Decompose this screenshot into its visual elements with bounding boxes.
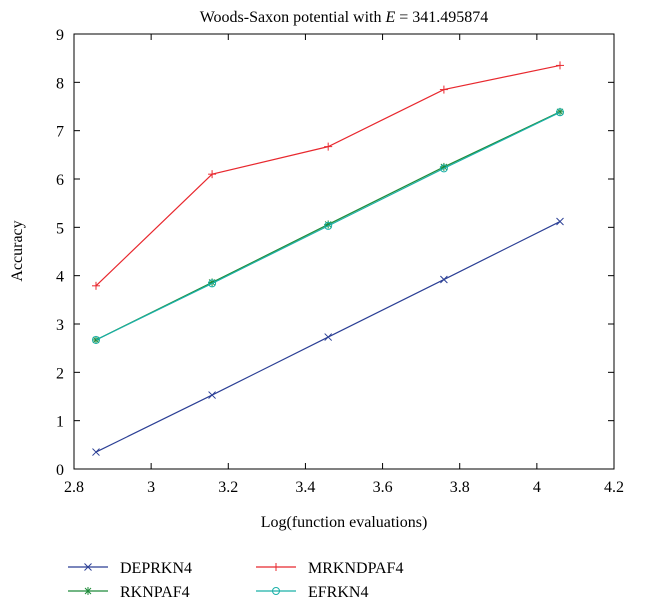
legend-marker <box>84 587 92 595</box>
series-efrkn4 <box>91 108 564 344</box>
legend-item-deprkn4: DEPRKN4 <box>68 560 192 577</box>
y-tick-label: 7 <box>56 124 64 141</box>
data-point <box>208 391 216 399</box>
x-tick-label: 4.2 <box>604 479 624 496</box>
x-tick-label: 3.6 <box>373 479 393 496</box>
legend: DEPRKN4 MRKNDPAF4 RKNPAF4 EFRKN4 <box>68 560 403 601</box>
data-point <box>91 335 100 344</box>
x-tick-label: 3.8 <box>450 479 470 496</box>
x-tick-label: 2.8 <box>64 479 84 496</box>
data-point <box>439 164 448 173</box>
data-point <box>440 275 448 284</box>
x-axis-label: Log(function evaluations) <box>261 514 428 531</box>
legend-marker <box>272 587 280 595</box>
plot-frame <box>73 33 615 470</box>
y-tick-label: 3 <box>56 317 64 334</box>
data-point <box>439 85 448 94</box>
y-axis-ticks: 0 1 2 3 4 5 6 7 8 9 <box>56 27 614 479</box>
legend-label: EFRKN4 <box>308 584 368 601</box>
data-point <box>208 170 217 179</box>
y-tick-label: 5 <box>56 220 64 237</box>
x-axis-ticks: 2.8 3 3.2 3.4 3.6 3.8 4 4.2 <box>64 34 624 496</box>
series-mrkndpaf4 <box>91 61 564 290</box>
y-tick-label: 4 <box>56 269 64 286</box>
chart-title-prefix: Woods-Saxon potential with <box>200 9 386 26</box>
y-tick-label: 2 <box>56 365 64 382</box>
chart-title-suffix: = 341.495874 <box>395 9 488 26</box>
y-tick-label: 0 <box>56 462 64 479</box>
y-tick-label: 1 <box>56 414 64 431</box>
legend-item-mrkndpaf4: MRKNDPAF4 <box>256 560 403 577</box>
y-tick-label: 6 <box>56 172 64 189</box>
legend-label: RKNPAF4 <box>120 584 190 601</box>
x-tick-label: 4 <box>533 479 541 496</box>
series-layer <box>91 61 564 456</box>
data-point <box>556 61 564 70</box>
y-tick-label: 8 <box>56 75 64 92</box>
chart-title-variable: E <box>385 9 396 26</box>
legend-marker <box>272 563 280 571</box>
series-line <box>95 64 561 287</box>
legend-label: MRKNDPAF4 <box>308 560 403 577</box>
data-point <box>208 279 217 288</box>
y-axis-label: Accuracy <box>9 220 26 281</box>
x-tick-label: 3.2 <box>218 479 238 496</box>
chart-title: Woods-Saxon potential with E = 341.49587… <box>200 9 489 26</box>
legend-item-efrkn4: EFRKN4 <box>256 584 368 601</box>
legend-label: DEPRKN4 <box>120 560 192 577</box>
data-point <box>324 333 333 341</box>
series-deprkn4 <box>92 217 564 456</box>
data-point <box>556 217 564 226</box>
legend-item-rknpaf4: RKNPAF4 <box>68 584 190 601</box>
y-tick-label: 9 <box>56 27 64 44</box>
data-point <box>324 221 333 230</box>
data-point <box>92 448 100 456</box>
data-point <box>556 108 564 117</box>
data-point <box>91 335 100 344</box>
x-tick-label: 3.4 <box>295 479 315 496</box>
data-point <box>91 281 100 290</box>
legend-marker <box>84 563 92 571</box>
x-tick-label: 3 <box>147 479 155 496</box>
series-line <box>95 111 561 341</box>
data-point <box>324 142 333 151</box>
